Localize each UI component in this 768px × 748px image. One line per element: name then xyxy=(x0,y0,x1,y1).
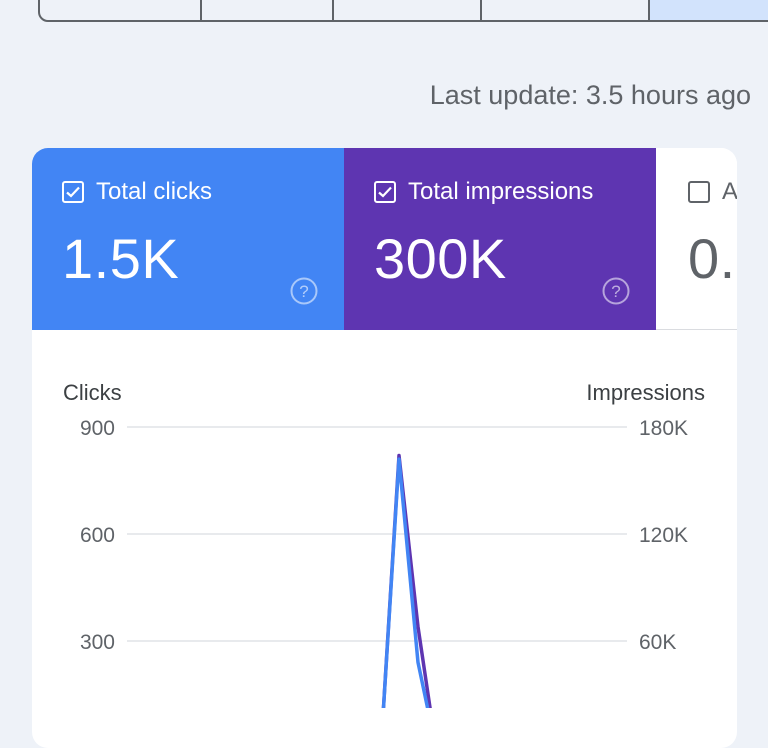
metric-value: 1.5K xyxy=(62,227,180,290)
metric-header: A xyxy=(688,178,737,206)
svg-text:?: ? xyxy=(611,282,620,301)
filter-segment[interactable] xyxy=(202,0,334,20)
right-axis-title: Impressions xyxy=(586,380,705,405)
svg-text:?: ? xyxy=(299,282,308,301)
metric-value: 0. xyxy=(688,227,736,290)
left-tick-label: 300 xyxy=(80,631,115,654)
help-icon[interactable]: ? xyxy=(289,276,319,306)
filter-segment[interactable] xyxy=(40,0,202,20)
left-tick-label: 900 xyxy=(80,417,115,440)
performance-chart: 900 180K 600 120K 300 60K xyxy=(80,417,688,708)
help-icon[interactable]: ? xyxy=(601,276,631,306)
clicks-series-line xyxy=(381,457,430,708)
metric-total-clicks[interactable]: Total clicks 1.5K ? xyxy=(32,148,344,330)
left-tick-label: 600 xyxy=(80,524,115,547)
metric-label: A xyxy=(722,178,737,205)
metric-label: Total clicks xyxy=(96,178,213,205)
filter-segment-selected[interactable] xyxy=(650,0,768,20)
filter-segment[interactable] xyxy=(334,0,482,20)
metric-label: Total impressions xyxy=(408,178,594,205)
metric-partial-ctr[interactable]: A 0. xyxy=(656,148,737,330)
right-tick-label: 60K xyxy=(639,631,676,654)
filter-segment[interactable] xyxy=(482,0,650,20)
checkbox-checked-icon[interactable] xyxy=(374,181,396,203)
last-update-text: Last update: 3.5 hours ago xyxy=(429,80,751,110)
metric-header: Total impressions xyxy=(374,178,656,206)
date-filter-bar xyxy=(38,0,768,22)
right-tick-label: 120K xyxy=(639,524,688,547)
metric-header: Total clicks xyxy=(62,178,344,206)
checkbox-unchecked-icon[interactable] xyxy=(688,181,710,203)
checkbox-checked-icon[interactable] xyxy=(62,181,84,203)
impressions-series-line xyxy=(381,453,432,708)
performance-card: Total clicks 1.5K ? Total impressions 30… xyxy=(32,148,737,748)
metric-total-impressions[interactable]: Total impressions 300K ? xyxy=(344,148,656,330)
right-tick-label: 180K xyxy=(639,417,688,440)
metric-value: 300K xyxy=(374,227,507,290)
left-axis-title: Clicks xyxy=(63,380,122,405)
